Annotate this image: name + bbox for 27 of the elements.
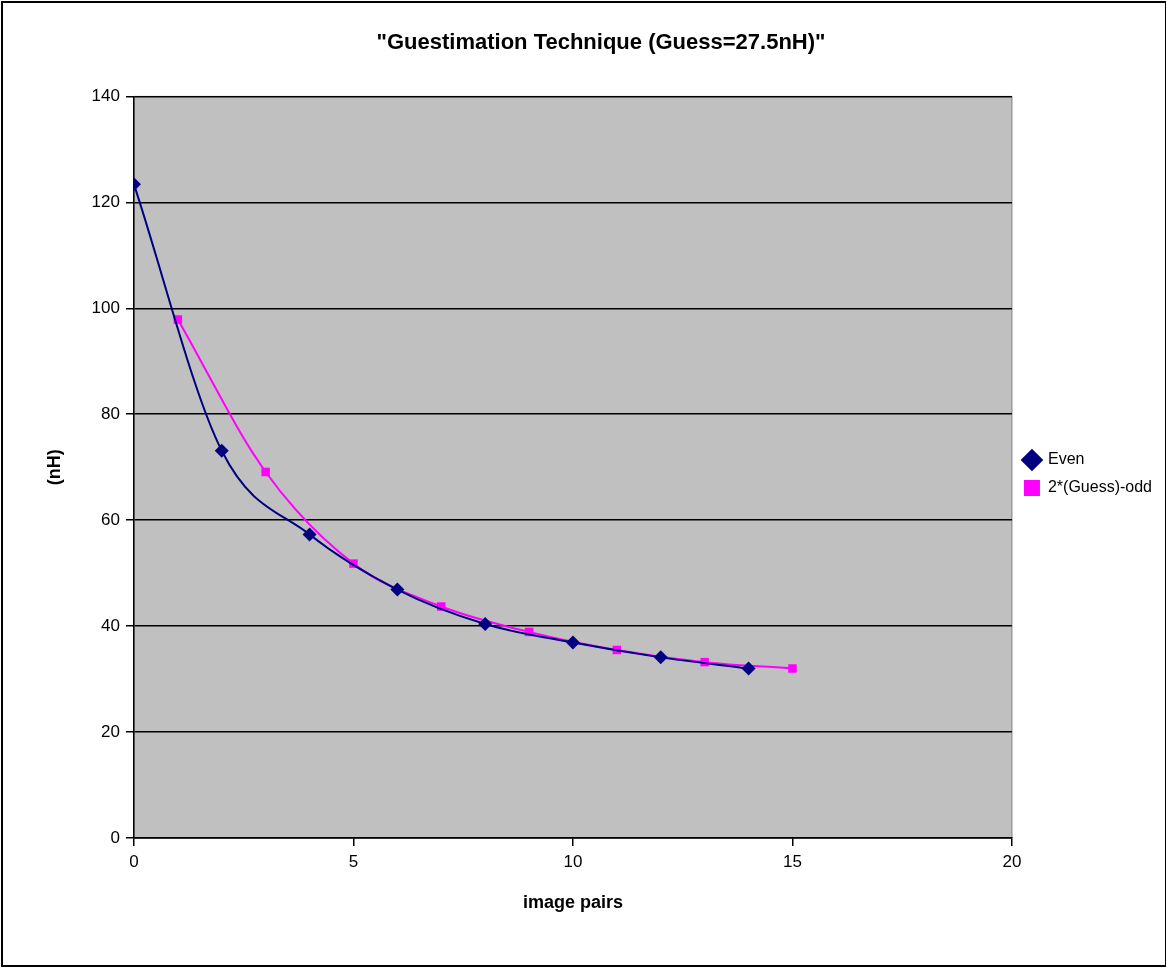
y-tick-label: 80: [101, 403, 120, 423]
point: [261, 467, 270, 477]
point: [653, 650, 668, 665]
point: [390, 582, 405, 597]
x-tick-label: 10: [563, 851, 583, 871]
y-tick-label: 40: [101, 615, 120, 635]
chart-title: "Guestimation Technique (Guess=27.5nH)": [376, 29, 826, 55]
point: [565, 635, 580, 650]
y-axis-title: (nH): [43, 449, 64, 486]
x-tick-label: 0: [129, 851, 139, 871]
point: [478, 617, 493, 631]
y-tick-label: 120: [91, 192, 120, 212]
point: [214, 443, 229, 458]
point: [741, 661, 756, 676]
point: [788, 664, 797, 673]
legend-label: Even: [1047, 450, 1085, 468]
y-tick-label: 140: [91, 86, 120, 106]
y-tick-label: 100: [91, 297, 120, 317]
x-tick-label: 15: [782, 851, 802, 871]
x-tick-label: 20: [1002, 851, 1022, 871]
y-tick-label: 0: [110, 827, 120, 847]
x-tick-label: 5: [348, 851, 359, 871]
point: [302, 527, 317, 542]
legend-label: 2*(Guess)-odd: [1047, 478, 1152, 496]
x-axis-title: image pairs: [522, 892, 623, 913]
y-tick-label: 60: [101, 509, 120, 529]
y-tick-label: 20: [101, 721, 120, 741]
